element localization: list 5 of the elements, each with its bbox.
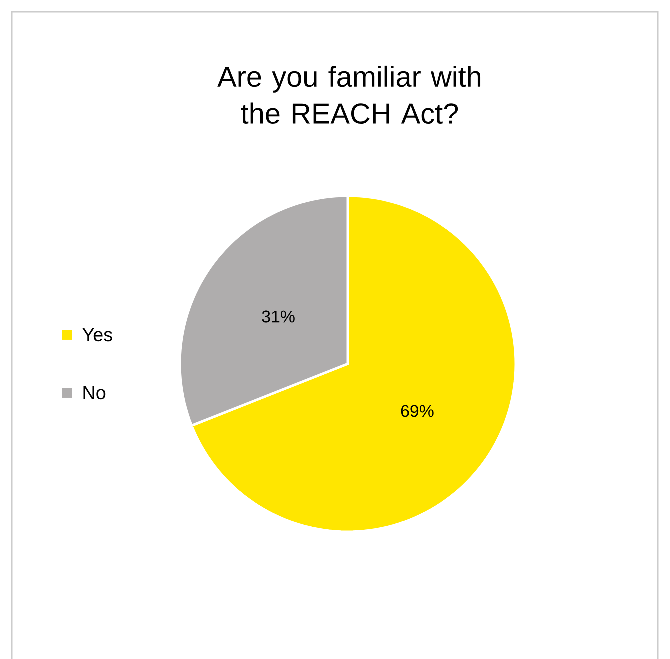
legend-label: Yes bbox=[82, 328, 112, 342]
data-label: 69% bbox=[401, 405, 434, 418]
chart-title: Are you familiar with the REACH Act? bbox=[218, 66, 481, 124]
legend-label: No bbox=[84, 386, 106, 400]
data-label: 31% bbox=[262, 310, 295, 323]
